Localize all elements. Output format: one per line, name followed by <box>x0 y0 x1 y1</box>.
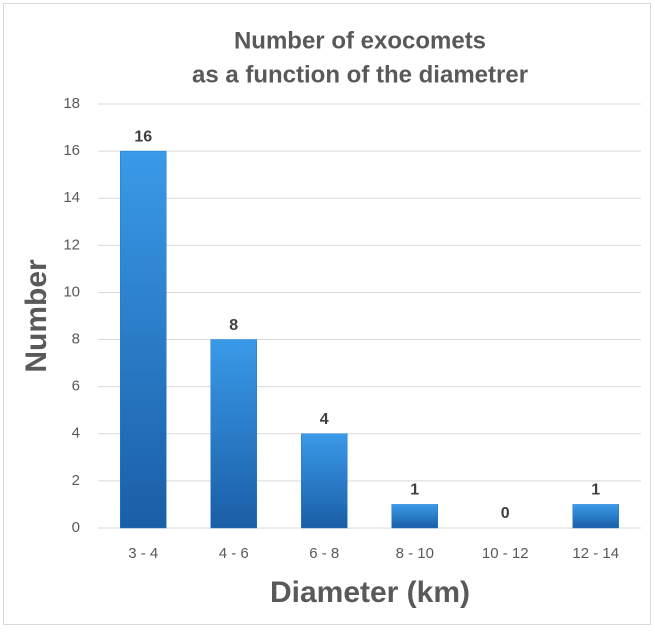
x-tick-label: 3 - 4 <box>128 545 158 562</box>
y-tick-label: 16 <box>63 142 80 159</box>
y-tick-label: 12 <box>63 236 80 253</box>
y-axis-label: Number <box>20 259 53 373</box>
x-axis-label: Diameter (km) <box>270 576 470 609</box>
value-label: 4 <box>320 411 329 428</box>
chart-frame <box>3 3 651 625</box>
y-tick-label: 8 <box>72 331 80 348</box>
chart-title: as a function of the diametrer <box>192 61 528 88</box>
y-tick-label: 2 <box>72 472 80 489</box>
value-label: 8 <box>229 317 238 334</box>
y-tick-label: 0 <box>72 519 80 536</box>
x-tick-label: 4 - 6 <box>219 545 249 562</box>
bar <box>120 150 167 529</box>
x-tick-label: 12 - 14 <box>572 545 619 562</box>
value-label: 1 <box>591 482 600 499</box>
chart-title: Number of exocomets <box>234 27 486 54</box>
bar <box>572 504 619 529</box>
x-tick-label: 10 - 12 <box>482 545 529 562</box>
bar <box>301 433 348 529</box>
x-tick-label: 8 - 10 <box>396 545 434 562</box>
y-tick-label: 6 <box>72 378 80 395</box>
x-tick-label: 6 - 8 <box>309 545 339 562</box>
bar <box>210 339 257 529</box>
value-label: 1 <box>410 482 419 499</box>
y-tick-label: 10 <box>63 283 80 300</box>
value-label: 16 <box>134 128 152 145</box>
y-tick-label: 14 <box>63 189 80 206</box>
y-tick-label: 18 <box>63 95 80 112</box>
value-label: 0 <box>501 505 510 522</box>
y-tick-label: 4 <box>72 425 80 442</box>
bar <box>391 504 438 529</box>
